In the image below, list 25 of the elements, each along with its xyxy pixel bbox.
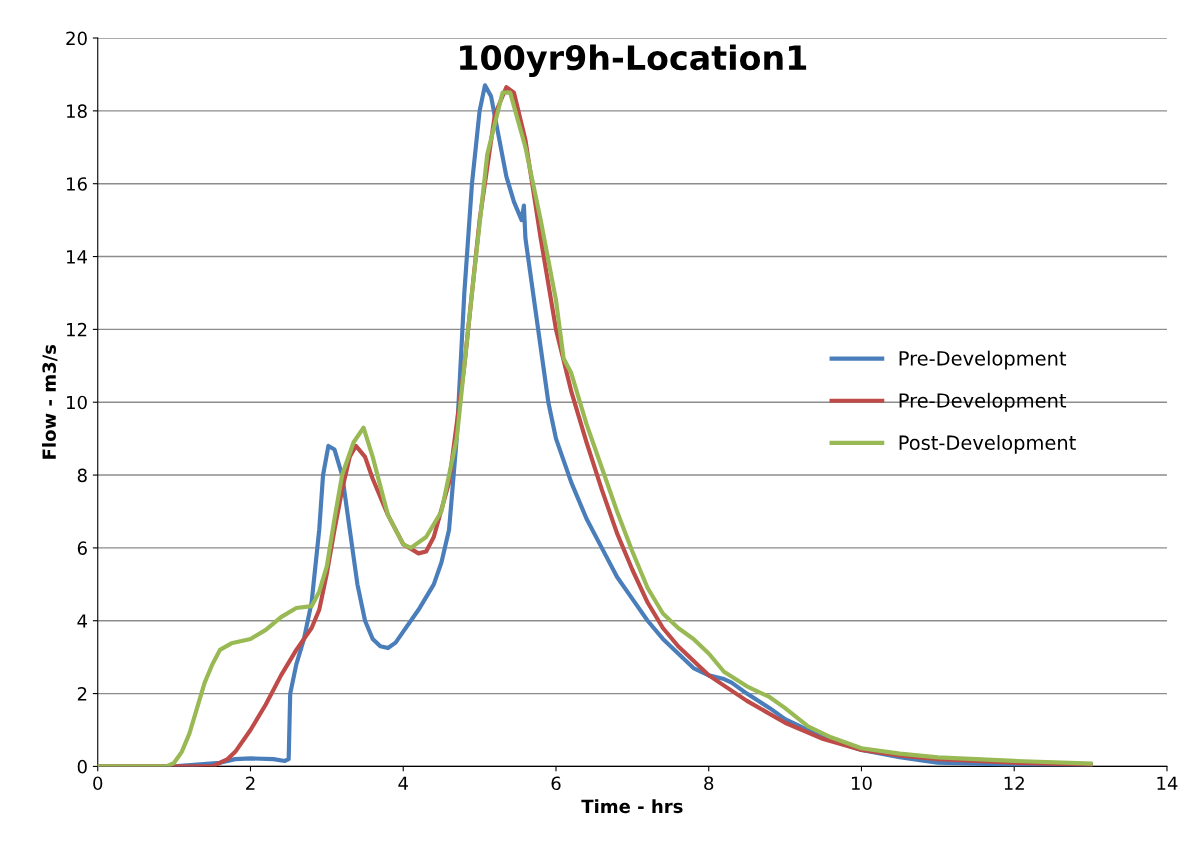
legend-label: Post-Development <box>899 434 1076 454</box>
y-tick-label: 12 <box>67 322 87 337</box>
y-tick-label: 18 <box>67 104 87 118</box>
chart-title: 100yr9h-Location1 <box>460 44 807 77</box>
y-tick-label: 10 <box>67 395 87 410</box>
x-tick-label: 6 <box>551 776 561 791</box>
legend-label: Pre-Development <box>899 392 1067 412</box>
x-tick-label: 8 <box>704 776 714 791</box>
x-tick-label: 2 <box>246 776 255 790</box>
x-tick-label: 4 <box>398 776 408 790</box>
y-tick-label: 6 <box>77 541 87 556</box>
x-tick-label: 12 <box>1004 776 1024 790</box>
legend-label: Pre-Development <box>899 350 1067 370</box>
y-tick-label: 20 <box>66 31 87 46</box>
y-tick-label: 4 <box>77 614 88 628</box>
y-tick-label: 16 <box>67 177 87 191</box>
y-tick-label: 0 <box>77 759 87 774</box>
x-tick-label: 10 <box>851 776 872 791</box>
x-tick-label: 14 <box>1157 776 1178 790</box>
x-axis-title: Time - hrs <box>581 799 683 814</box>
y-tick-label: 8 <box>77 468 87 483</box>
y-tick-label: 14 <box>67 250 88 264</box>
y-axis-title: Flow - m3/s <box>42 344 58 459</box>
x-tick-label: 0 <box>93 776 103 791</box>
y-tick-label: 2 <box>77 687 87 701</box>
